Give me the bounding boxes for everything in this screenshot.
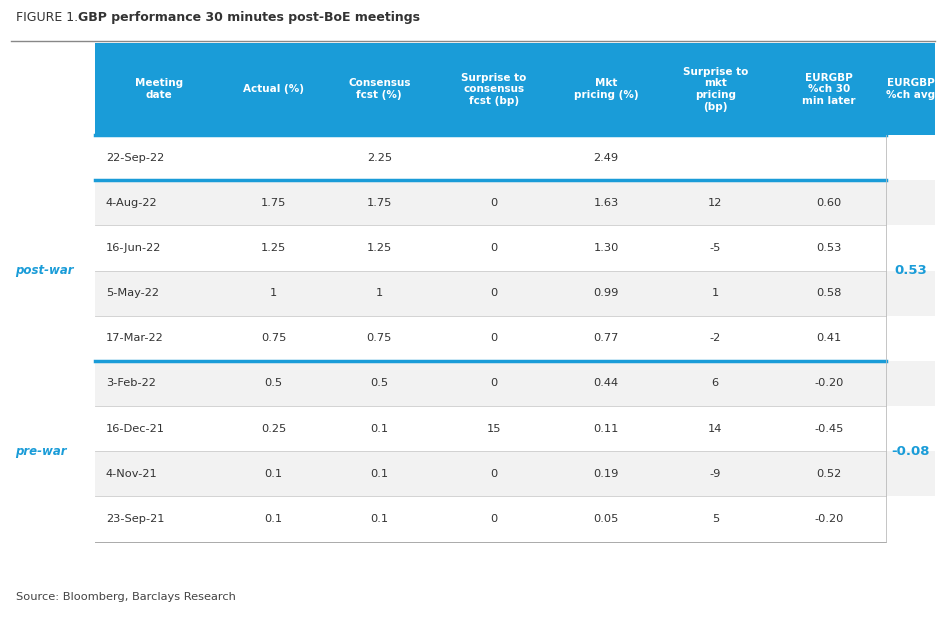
Text: Source: Bloomberg, Barclays Research: Source: Bloomberg, Barclays Research — [16, 592, 236, 602]
Bar — [886, 361, 935, 406]
Text: 1.25: 1.25 — [261, 243, 287, 253]
Text: -9: -9 — [710, 469, 721, 479]
Text: 0: 0 — [490, 514, 498, 524]
Bar — [886, 135, 935, 180]
Bar — [886, 225, 935, 271]
Text: GBP performance 30 minutes post-BoE meetings: GBP performance 30 minutes post-BoE meet… — [78, 11, 420, 24]
Text: 0.1: 0.1 — [265, 514, 283, 524]
Text: 3-Feb-22: 3-Feb-22 — [106, 378, 156, 389]
Text: 0: 0 — [490, 333, 498, 344]
Bar — [886, 451, 935, 496]
Text: 0.60: 0.60 — [816, 197, 842, 208]
Text: 1.75: 1.75 — [261, 197, 287, 208]
Text: EURGBP
%ch 30
min later: EURGBP %ch 30 min later — [802, 72, 856, 106]
Bar — [886, 271, 935, 316]
Text: 4-Nov-21: 4-Nov-21 — [106, 469, 158, 479]
Text: Meeting
date: Meeting date — [135, 79, 184, 100]
Text: Actual (%): Actual (%) — [243, 84, 305, 94]
Text: 0.52: 0.52 — [816, 469, 842, 479]
Text: 1: 1 — [711, 288, 719, 298]
Text: Consensus
fcst (%): Consensus fcst (%) — [348, 79, 411, 100]
Text: 0.58: 0.58 — [816, 288, 842, 298]
Text: Surprise to
mkt
pricing
(bp): Surprise to mkt pricing (bp) — [683, 67, 748, 111]
Text: 1.25: 1.25 — [367, 243, 392, 253]
Bar — [95, 406, 886, 451]
Bar — [95, 361, 886, 406]
Text: 12: 12 — [709, 197, 723, 208]
Text: FIGURE 1.: FIGURE 1. — [16, 11, 79, 24]
Text: 0: 0 — [490, 243, 498, 253]
Text: -0.45: -0.45 — [815, 423, 844, 434]
Text: post-war: post-war — [15, 264, 74, 277]
Text: 5-May-22: 5-May-22 — [106, 288, 159, 298]
Text: 23-Sep-21: 23-Sep-21 — [106, 514, 165, 524]
Text: 0.25: 0.25 — [261, 423, 287, 434]
Text: 0: 0 — [490, 197, 498, 208]
Bar — [886, 406, 935, 451]
Text: 0.5: 0.5 — [265, 378, 283, 389]
Bar — [95, 43, 935, 135]
Text: 0: 0 — [490, 288, 498, 298]
Text: -0.20: -0.20 — [815, 378, 844, 389]
Text: Surprise to
consensus
fcst (bp): Surprise to consensus fcst (bp) — [462, 72, 527, 106]
Bar — [95, 271, 886, 316]
Text: 0: 0 — [490, 469, 498, 479]
Text: 0.53: 0.53 — [894, 264, 927, 277]
Bar — [886, 496, 935, 542]
Text: 0.53: 0.53 — [816, 243, 842, 253]
Text: 17-Mar-22: 17-Mar-22 — [106, 333, 164, 344]
Text: 0.75: 0.75 — [367, 333, 392, 344]
Text: 0.11: 0.11 — [593, 423, 619, 434]
Text: 0.77: 0.77 — [593, 333, 619, 344]
Text: 0.1: 0.1 — [370, 423, 389, 434]
Text: 22-Sep-22: 22-Sep-22 — [106, 152, 165, 163]
Text: 0.1: 0.1 — [370, 514, 389, 524]
Text: 0.41: 0.41 — [816, 333, 842, 344]
Text: 16-Jun-22: 16-Jun-22 — [106, 243, 162, 253]
Text: 4-Aug-22: 4-Aug-22 — [106, 197, 158, 208]
Text: 0.5: 0.5 — [370, 378, 389, 389]
Text: 1.63: 1.63 — [593, 197, 619, 208]
Text: -5: -5 — [710, 243, 721, 253]
Text: -0.08: -0.08 — [891, 444, 930, 458]
Text: pre-war: pre-war — [15, 444, 66, 458]
Bar — [95, 180, 886, 225]
Text: 0.44: 0.44 — [593, 378, 619, 389]
Bar — [95, 451, 886, 496]
Text: 14: 14 — [709, 423, 723, 434]
Text: 1.75: 1.75 — [367, 197, 392, 208]
Text: 0: 0 — [490, 378, 498, 389]
Text: -0.20: -0.20 — [815, 514, 844, 524]
Text: 6: 6 — [711, 378, 719, 389]
Text: EURGBP
%ch avg: EURGBP %ch avg — [885, 79, 935, 100]
Text: 0.05: 0.05 — [593, 514, 619, 524]
Text: 1: 1 — [271, 288, 277, 298]
Bar — [886, 316, 935, 361]
Text: 15: 15 — [487, 423, 501, 434]
Text: 0.1: 0.1 — [265, 469, 283, 479]
Text: 2.25: 2.25 — [367, 152, 392, 163]
Text: 5: 5 — [711, 514, 719, 524]
Bar — [95, 225, 886, 271]
Text: Mkt
pricing (%): Mkt pricing (%) — [574, 79, 639, 100]
Text: 1: 1 — [376, 288, 383, 298]
Text: 0.19: 0.19 — [593, 469, 619, 479]
Text: 2.49: 2.49 — [593, 152, 619, 163]
Text: 0.99: 0.99 — [593, 288, 619, 298]
Text: 1.30: 1.30 — [593, 243, 619, 253]
Bar — [95, 496, 886, 542]
Bar — [95, 135, 886, 180]
Text: 0.75: 0.75 — [261, 333, 287, 344]
Text: 16-Dec-21: 16-Dec-21 — [106, 423, 165, 434]
Bar — [95, 316, 886, 361]
Text: -2: -2 — [710, 333, 721, 344]
Text: 0.1: 0.1 — [370, 469, 389, 479]
Bar — [886, 180, 935, 225]
